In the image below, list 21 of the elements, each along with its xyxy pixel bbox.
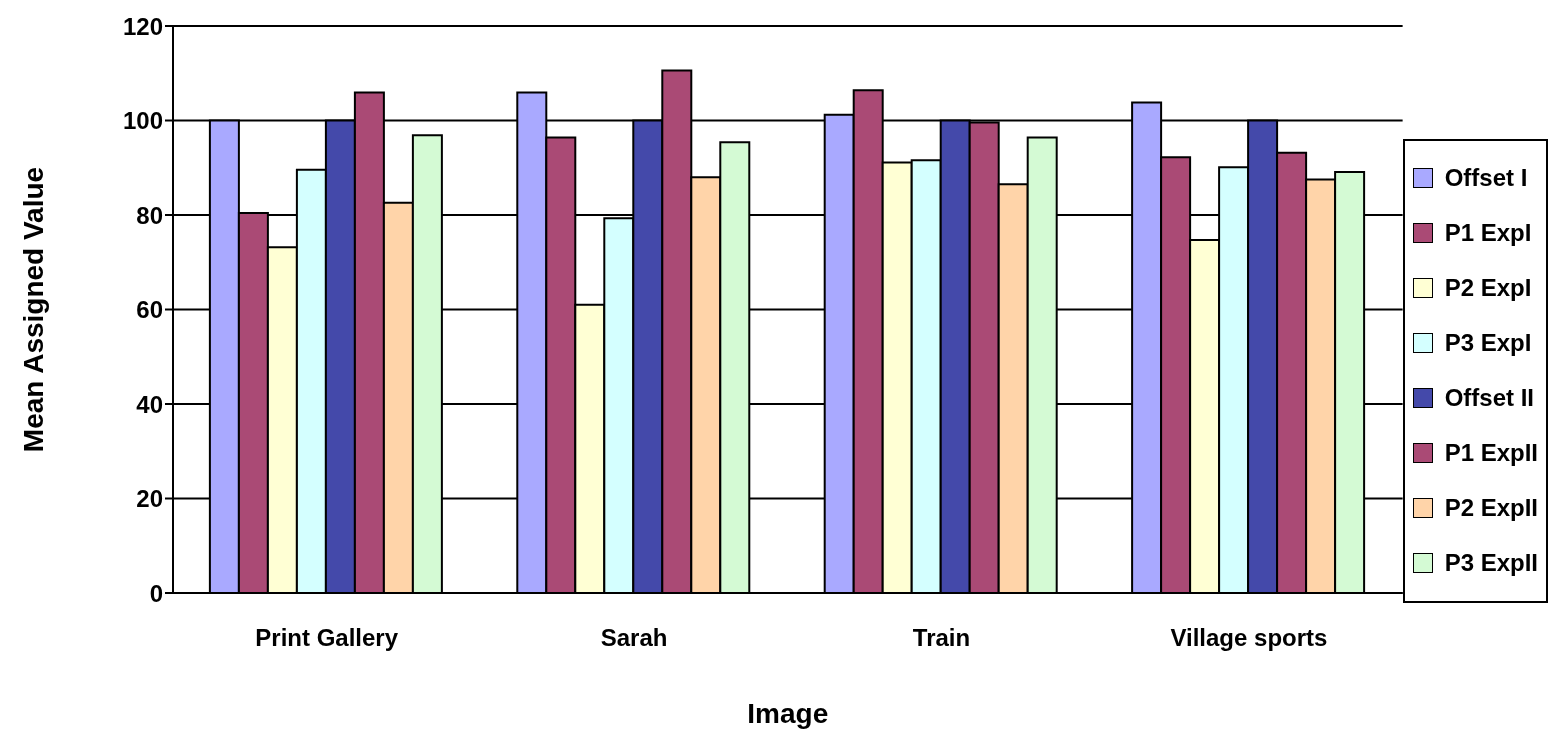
legend-label: Offset II	[1444, 384, 1534, 412]
x-axis-title: Image	[747, 698, 829, 729]
y-tick-label: 40	[136, 390, 163, 418]
y-tick-label: 60	[136, 296, 163, 324]
legend-label: P2 ExpII	[1444, 494, 1538, 522]
y-tick-label: 120	[122, 12, 163, 40]
legend-label: Offset I	[1444, 164, 1528, 192]
legend-label: P2 ExpI	[1444, 274, 1532, 302]
legend-label: P3 ExpII	[1444, 549, 1538, 577]
x-tick-label: Train	[912, 624, 971, 652]
y-tick-label: 100	[122, 107, 163, 135]
y-axis-title: Mean Assigned Value	[17, 166, 49, 453]
x-tick-label: Village sports	[1170, 624, 1328, 652]
y-tick-label: 20	[136, 485, 163, 513]
x-tick-label: Sarah	[600, 624, 668, 652]
legend-label: P1 ExpII	[1444, 439, 1538, 467]
y-tick-label: 80	[136, 201, 163, 229]
x-tick-label: Print Gallery	[255, 624, 399, 652]
y-tick-label: 0	[149, 579, 163, 607]
legend-label: P1 ExpI	[1444, 219, 1532, 247]
legend-label: P3 ExpI	[1444, 329, 1532, 357]
